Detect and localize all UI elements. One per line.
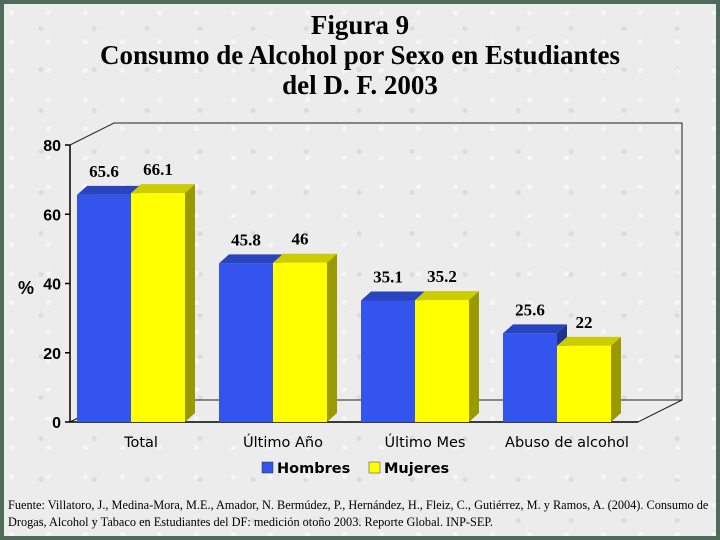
- title-line-2: Consumo de Alcohol por Sexo en Estudiant…: [99, 40, 621, 70]
- chart-labels: 65.6 66.1 Total 45.8 46 Último Año 35.1 35.2 Últ…: [89, 160, 629, 451]
- data-label: 35.1: [373, 267, 403, 286]
- bar-mujeres: [557, 336, 621, 422]
- bar-mujeres: [273, 253, 337, 422]
- bar-front-face: [503, 333, 557, 422]
- y-axis-label: %: [18, 278, 34, 298]
- bar-side-face: [185, 184, 195, 422]
- x-tick-label: Último Año: [243, 433, 323, 451]
- x-tick-label: Abuso de alcohol: [505, 435, 629, 451]
- bar-front-face: [557, 345, 611, 422]
- x-tick-label: Último Mes: [385, 433, 466, 451]
- bar-chart: 0 20 40 60 80% 65.6 66.1 Total 45.8 46 Último Año…: [18, 122, 683, 477]
- y-tick-label: 60: [43, 207, 61, 224]
- legend-label: Mujeres: [384, 461, 449, 477]
- chart-title: Figura 9 Consumo de Alcohol por Sexo en …: [4, 10, 716, 100]
- bar-side-face: [469, 291, 479, 422]
- bar-top-face: [361, 291, 425, 301]
- bar-front-face: [131, 193, 185, 422]
- chart-bars: [77, 184, 621, 422]
- bar-mujeres: [131, 184, 195, 422]
- title-line-3: del D. F. 2003: [282, 70, 438, 100]
- bar-front-face: [273, 262, 327, 422]
- bar-top-face: [503, 324, 567, 334]
- bar-top-face: [273, 253, 337, 263]
- bar-hombres: [503, 324, 567, 422]
- bar-top-face: [131, 184, 195, 194]
- bar-front-face: [415, 300, 469, 422]
- bar-side-face: [327, 253, 337, 422]
- bar-top-face: [219, 254, 283, 264]
- bar-mujeres: [415, 291, 479, 422]
- data-label: 66.1: [143, 160, 173, 179]
- y-tick-label: 40: [43, 277, 61, 294]
- y-tick-label: 0: [52, 415, 61, 432]
- legend-label: Hombres: [277, 461, 350, 477]
- y-tick-label: 80: [43, 138, 61, 155]
- bar-top-face: [557, 336, 621, 346]
- x-tick-label: Total: [123, 435, 158, 451]
- data-label: 65.6: [89, 162, 119, 181]
- y-tick-label: 20: [43, 346, 61, 363]
- title-line-1: Figura 9: [310, 10, 410, 40]
- bar-top-face: [77, 185, 141, 195]
- bar-front-face: [219, 263, 273, 422]
- bar-front-face: [361, 300, 415, 422]
- bar-side-face: [611, 336, 621, 422]
- chart-legend: Hombres Mujeres: [261, 461, 449, 477]
- data-label: 45.8: [231, 230, 261, 249]
- source-citation: Fuente: Villatoro, J., Medina-Mora, M.E.…: [8, 498, 709, 529]
- data-label: 22: [576, 313, 593, 332]
- data-label: 25.6: [515, 300, 545, 319]
- legend-swatch-hombres: [261, 461, 274, 474]
- bar-front-face: [77, 194, 131, 422]
- bar-top-face: [415, 291, 479, 301]
- data-label: 46: [292, 230, 309, 249]
- data-label: 35.2: [427, 267, 457, 286]
- legend-swatch-mujeres: [368, 461, 381, 474]
